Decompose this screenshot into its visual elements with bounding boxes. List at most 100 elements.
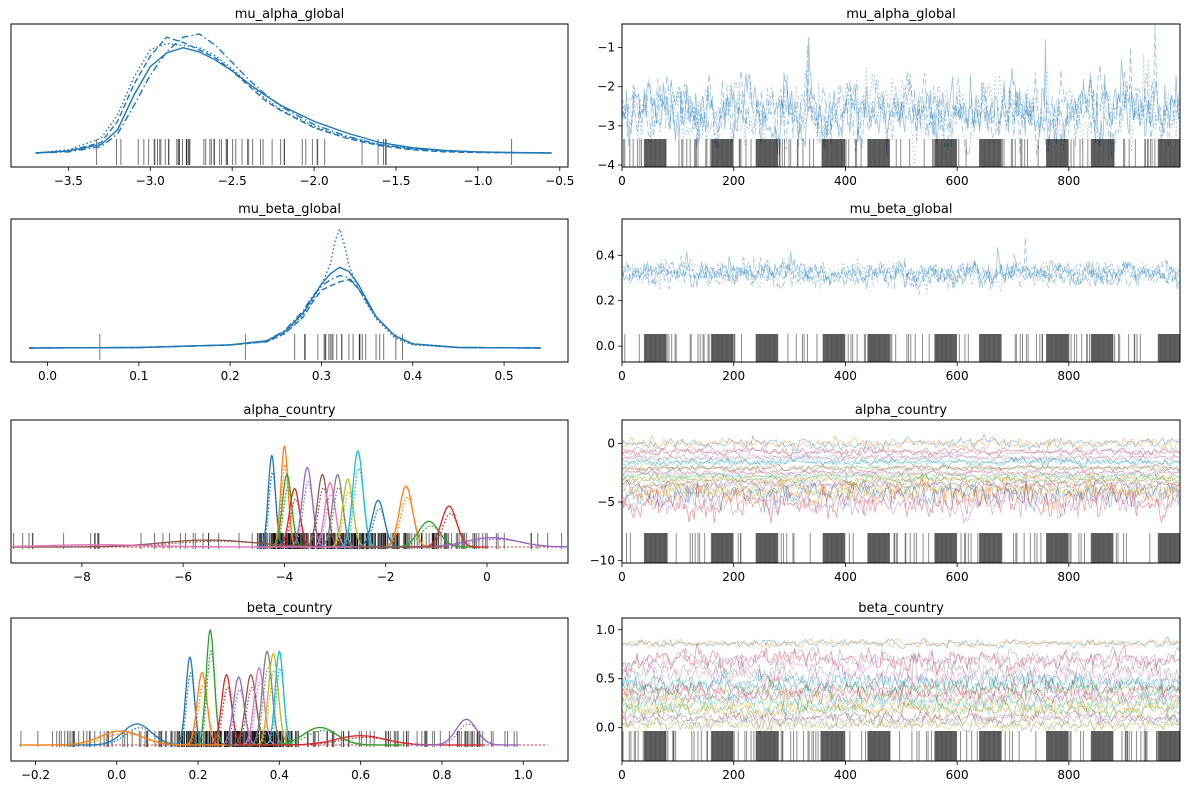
plot-area xyxy=(622,237,1180,362)
trace-country-0 xyxy=(622,638,1180,649)
panel-title: alpha_country xyxy=(243,403,336,418)
plot-frame xyxy=(621,23,1181,168)
y-tick-label: 1.0 xyxy=(596,623,615,637)
y-tick-label: 0.5 xyxy=(596,672,615,686)
y-tick-label: −3 xyxy=(597,119,615,133)
trace-alpha-country: alpha_country 0 200 400 600 800 −10 −5 0 xyxy=(590,403,1181,584)
plot-area xyxy=(622,24,1180,167)
x-tick-label: 400 xyxy=(834,570,857,584)
density-curve-country-15 xyxy=(11,540,446,548)
x-tick-label: 600 xyxy=(946,570,969,584)
x-tick-label: 0.0 xyxy=(38,369,57,383)
density-curve-country-9 xyxy=(332,449,384,548)
density-curve-chain-0 xyxy=(29,266,541,349)
x-tick-label: 0.0 xyxy=(107,768,126,782)
trace-country-11 xyxy=(622,481,1180,524)
y-tick-label: −1 xyxy=(597,41,615,55)
x-tick-label: 0.1 xyxy=(129,369,148,383)
y-tick-label: −4 xyxy=(597,158,615,172)
y-tick-label: −2 xyxy=(597,80,615,94)
trace-country-3 xyxy=(622,456,1180,468)
x-tick-label: 600 xyxy=(946,768,969,782)
x-tick-label: −6 xyxy=(174,570,192,584)
x-tick-label: −8 xyxy=(73,570,91,584)
plot-area xyxy=(622,433,1180,563)
plot-area xyxy=(29,226,541,360)
y-tick-label: 0 xyxy=(607,436,615,450)
x-tick-label: −3.0 xyxy=(136,174,165,188)
x-tick-label: 0.4 xyxy=(403,369,422,383)
trace-country-8 xyxy=(622,475,1180,491)
panel-title: mu_alpha_global xyxy=(235,7,345,22)
x-tick-label: 800 xyxy=(1057,174,1080,188)
trace-country-0 xyxy=(622,434,1180,452)
y-tick-label: 0.2 xyxy=(596,294,615,308)
trace-country-11 xyxy=(622,482,1180,524)
density-curve-chain-1 xyxy=(35,36,552,154)
y-tick-label: −5 xyxy=(597,495,615,509)
trace-beta-country: beta_country 0 200 400 600 800 0.0 0.5 1.0 xyxy=(596,601,1181,782)
plot-area xyxy=(11,444,568,549)
trace-country-5 xyxy=(622,684,1180,710)
trace-country-6 xyxy=(622,692,1180,716)
x-tick-label: 0.6 xyxy=(351,768,370,782)
density-curve-country-4 xyxy=(282,480,334,548)
x-tick-label: 0.8 xyxy=(432,768,451,782)
plot-area xyxy=(622,636,1180,761)
x-tick-label: −2.0 xyxy=(300,174,329,188)
trace-chain-3 xyxy=(622,44,1180,156)
x-tick-label: 400 xyxy=(834,768,857,782)
trace-country-4 xyxy=(622,675,1180,706)
x-tick-label: 0.2 xyxy=(221,369,240,383)
x-tick-label: 200 xyxy=(722,768,745,782)
trace-country-3 xyxy=(622,668,1180,695)
x-tick-label: 600 xyxy=(946,174,969,188)
x-tick-label: 400 xyxy=(834,174,857,188)
posterior-density-alpha-country: alpha_country −8 −6 −4 −2 0 xyxy=(10,403,569,584)
panel-title: beta_country xyxy=(858,601,944,616)
density-curve-country-2 xyxy=(190,649,232,746)
density-curve-chain-3 xyxy=(35,33,552,154)
plot-frame xyxy=(10,23,569,168)
plot-frame xyxy=(621,617,1181,762)
x-tick-label: 800 xyxy=(1057,570,1080,584)
x-tick-label: 400 xyxy=(834,369,857,383)
density-curve-chain-2 xyxy=(35,42,552,154)
plot-area xyxy=(19,628,548,747)
density-curve-country-11 xyxy=(23,732,227,746)
x-tick-label: −1.5 xyxy=(381,174,410,188)
trace-country-1 xyxy=(622,645,1180,673)
y-tick-label: 0.0 xyxy=(596,339,615,353)
trace-chain-0 xyxy=(622,247,1180,290)
trace-chain-0 xyxy=(622,36,1180,156)
trace-chain-3 xyxy=(622,256,1180,290)
trace-country-9 xyxy=(622,714,1180,735)
trace-chain-1 xyxy=(622,24,1180,158)
x-tick-label: 800 xyxy=(1057,369,1080,383)
panel-title: mu_beta_global xyxy=(850,202,953,217)
plot-frame xyxy=(10,218,569,363)
plot-frame xyxy=(10,617,569,762)
x-tick-label: −3.5 xyxy=(54,174,83,188)
trace-country-2 xyxy=(622,651,1180,693)
density-curve-chain-3 xyxy=(29,274,541,349)
plot-frame xyxy=(10,419,569,564)
trace-country-8 xyxy=(622,708,1180,729)
x-tick-label: 800 xyxy=(1057,768,1080,782)
plot-frame xyxy=(621,218,1181,363)
density-curve-country-13 xyxy=(243,736,488,746)
x-tick-label: 0.2 xyxy=(188,768,207,782)
y-tick-label: 0.4 xyxy=(596,248,615,262)
plot-area xyxy=(35,33,552,165)
trace-country-2 xyxy=(622,452,1180,463)
x-tick-label: 0 xyxy=(618,768,626,782)
y-tick-label: 0.0 xyxy=(596,721,615,735)
trace-country-7 xyxy=(622,696,1180,721)
x-tick-label: 0 xyxy=(618,570,626,584)
trace-chain-1 xyxy=(622,237,1180,295)
trace-mu-beta-global: mu_beta_global 0 200 400 600 800 0.0 0.2 0.4 xyxy=(596,202,1181,383)
panel-title: mu_beta_global xyxy=(238,202,341,217)
trace-country-7 xyxy=(622,473,1180,485)
density-curve-chain-2 xyxy=(29,226,541,349)
